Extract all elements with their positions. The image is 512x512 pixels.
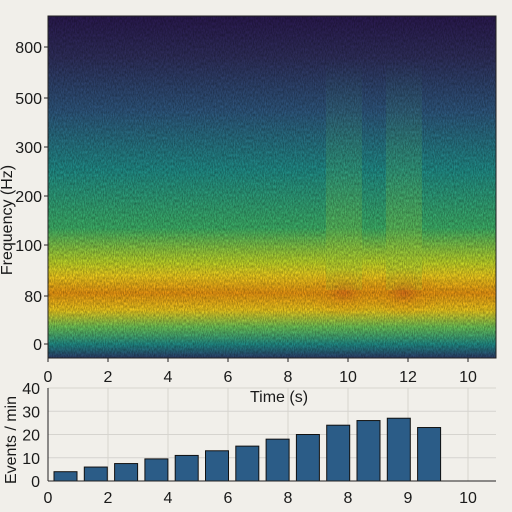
- spectrogram-y-tick-label: 0: [33, 337, 42, 354]
- bar-chart-x-tick-label: 10: [459, 490, 477, 507]
- bar-chart-y-tick-label: 0: [31, 474, 40, 491]
- bar: [295, 434, 320, 482]
- bar-chart-y-tick-label: 20: [22, 428, 40, 445]
- spectrogram-x-tick-label: 8: [284, 369, 293, 386]
- bar-chart-x-tick-label: 6: [224, 490, 233, 507]
- bar: [265, 438, 290, 482]
- bar-chart-y-tick-label: 40: [22, 381, 40, 398]
- spectrogram-x-tick-label: 0: [44, 369, 53, 386]
- spectrogram-panel: 0 80 100 200 300 500 800 0 2 4 6 8 10 12 10 Frequency…: [0, 15, 497, 386]
- bar: [356, 420, 381, 482]
- bar: [205, 450, 229, 482]
- bar-chart-x-tick-label: 9: [404, 490, 413, 507]
- spectrogram-x-tick-label: 10: [339, 369, 357, 386]
- spectrogram-y-tick-label: 200: [15, 189, 42, 206]
- bar-chart-y-axis-label: Events / min: [3, 396, 20, 484]
- bar: [326, 424, 351, 482]
- bar-chart-bars: [53, 417, 442, 482]
- bar-chart-x-tick-label: 8: [344, 490, 353, 507]
- spectrogram-y-tick-label: 800: [15, 40, 42, 57]
- spectrogram-x-tick-label: 10: [459, 369, 477, 386]
- spectrogram-x-axis-label: Time (s): [250, 389, 308, 406]
- bar-chart-panel: 0 10 20 30 40 0 2 4 6 8 8 9 10 Events / min: [3, 381, 496, 507]
- spectrogram-y-axis-label: Frequency (Hz): [0, 165, 16, 275]
- bar-chart-x-tick-label: 8: [284, 490, 293, 507]
- bar: [235, 445, 260, 482]
- spectrogram-x-tick-label: 2: [104, 369, 113, 386]
- spectrogram-y-tick-label: 100: [15, 238, 42, 255]
- spectrogram-frame: [47, 15, 497, 359]
- bar: [174, 454, 199, 482]
- bar-chart-x-ticks: 0 2 4 6 8 8 9 10: [44, 490, 477, 507]
- bar: [83, 466, 108, 482]
- bar-chart-x-tick-label: 0: [44, 490, 53, 507]
- bar: [417, 427, 442, 482]
- spectrogram-x-tick-label: 4: [164, 369, 173, 386]
- spectrogram-texture: [48, 16, 496, 358]
- bar: [144, 458, 169, 482]
- bar: [386, 417, 411, 482]
- spectrogram-y-tick-label: 80: [24, 289, 42, 306]
- spectrogram-y-ticks: 0 80 100 200 300 500 800: [15, 40, 48, 354]
- bar-chart-y-tick-label: 10: [22, 451, 40, 468]
- spectrogram-y-tick-label: 500: [15, 91, 42, 108]
- spectrogram-x-tick-label: 12: [399, 369, 417, 386]
- bar-chart-y-ticks: 0 10 20 30 40: [22, 381, 40, 491]
- bar-chart-x-tick-label: 4: [164, 490, 173, 507]
- bar: [114, 463, 139, 482]
- spectrogram-y-tick-label: 300: [15, 140, 42, 157]
- spectrogram-x-tick-label: 6: [224, 369, 233, 386]
- bar-chart-x-tick-label: 2: [104, 490, 113, 507]
- bar: [53, 471, 78, 482]
- bar-chart-y-tick-label: 30: [22, 404, 40, 421]
- spectrogram-x-ticks: 0 2 4 6 8 10 12 10: [44, 358, 477, 386]
